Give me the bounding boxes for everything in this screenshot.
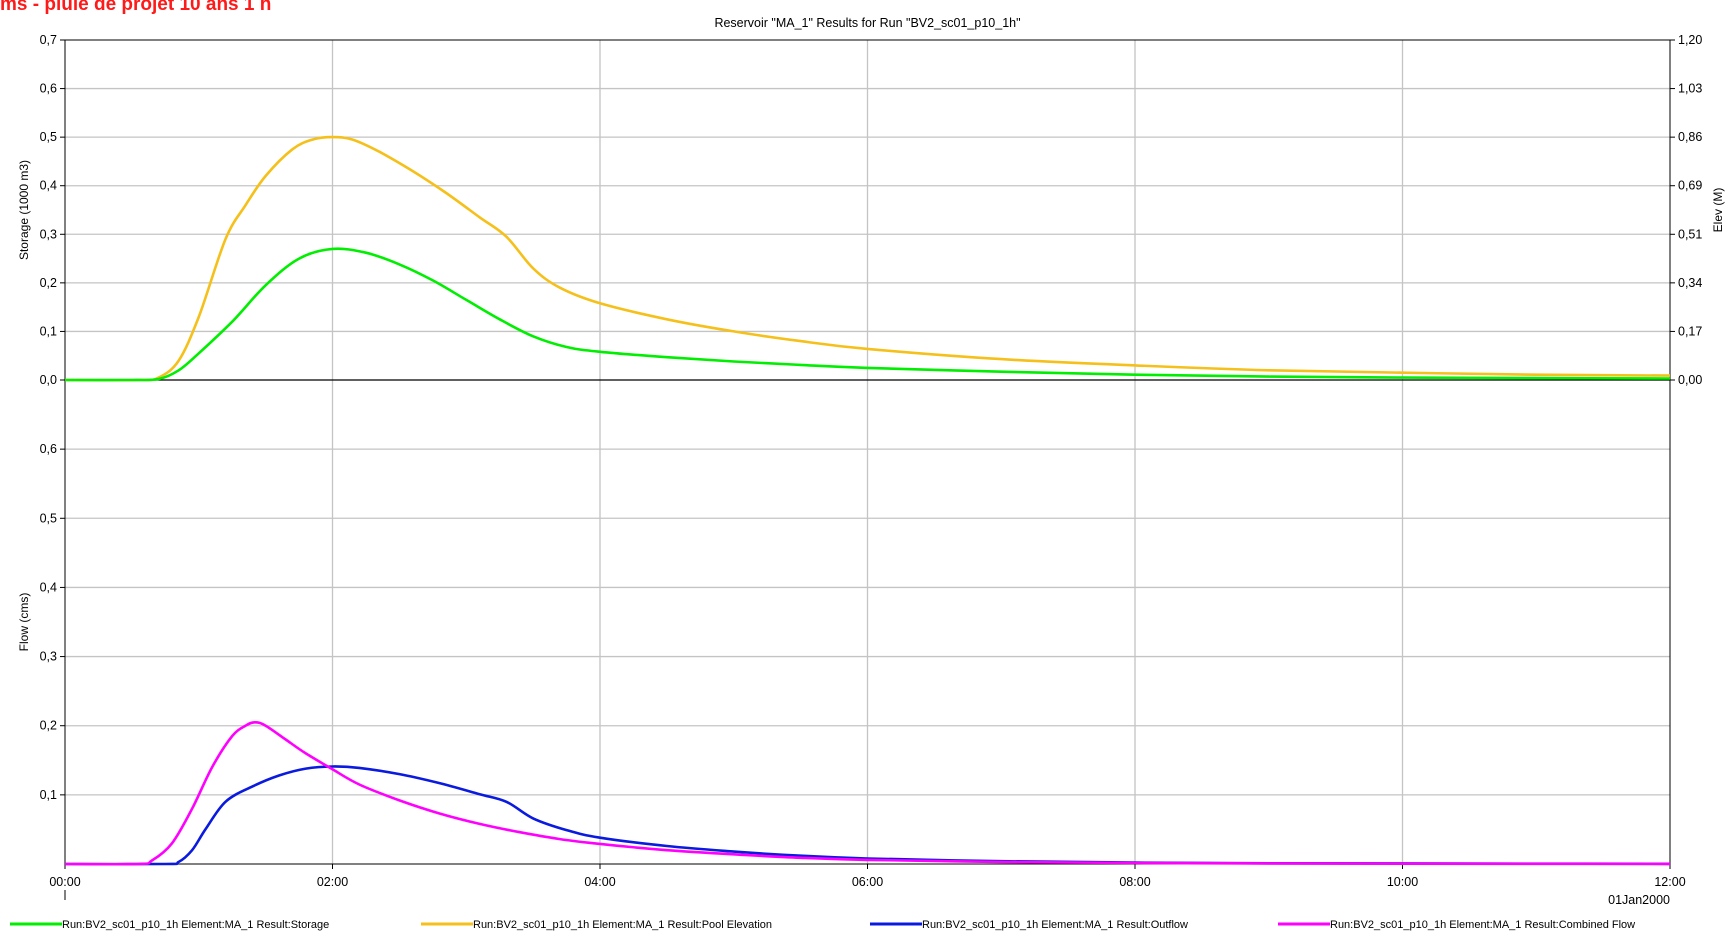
legend-entry: Run:BV2_sc01_p10_1h Element:MA_1 Result:… [473, 919, 772, 931]
y-tick-label: 0,0 [40, 373, 57, 387]
y-tick-label: 0,4 [40, 580, 57, 594]
y-right-tick-label: 0,86 [1678, 130, 1702, 144]
y-right-tick-label: 0,34 [1678, 276, 1702, 290]
y-tick-label: 0,7 [40, 33, 57, 47]
y-right-tick-label: 0,17 [1678, 324, 1702, 338]
y-tick-label: 0,2 [40, 276, 57, 290]
x-tick-label: 00:00 [49, 875, 80, 889]
y-tick-label: 0,4 [40, 179, 57, 193]
y-tick-label: 0,6 [40, 82, 57, 96]
y-tick-label: 0,6 [40, 442, 57, 456]
x-tick-label: 06:00 [852, 875, 883, 889]
y-tick-label: 0,5 [40, 511, 57, 525]
y-tick-label: 0,1 [40, 788, 57, 802]
x-date-label: 01Jan2000 [1608, 893, 1670, 907]
y-right-tick-label: 0,69 [1678, 179, 1702, 193]
legend-entry: Run:BV2_sc01_p10_1h Element:MA_1 Result:… [1330, 919, 1635, 931]
y-axis-title: Storage (1000 m3) [17, 160, 31, 260]
y-tick-label: 0,3 [40, 650, 57, 664]
x-tick-label: 04:00 [584, 875, 615, 889]
y-tick-label: 0,3 [40, 227, 57, 241]
y-tick-label: 0,2 [40, 719, 57, 733]
y-right-tick-label: 1,20 [1678, 33, 1702, 47]
y-right-tick-label: 0,51 [1678, 227, 1702, 241]
y-tick-label: 0,1 [40, 324, 57, 338]
x-tick-label: 08:00 [1119, 875, 1150, 889]
x-tick-label: 02:00 [317, 875, 348, 889]
y-tick-label: 0,5 [40, 130, 57, 144]
chart-title: Reservoir "MA_1" Results for Run "BV2_sc… [714, 16, 1020, 30]
legend-entry: Run:BV2_sc01_p10_1h Element:MA_1 Result:… [922, 919, 1188, 931]
x-tick-label: 12:00 [1654, 875, 1685, 889]
y-right-axis-title: Elev (M) [1711, 188, 1725, 233]
y-axis-title: Flow (cms) [17, 593, 31, 652]
x-tick-label: 10:00 [1387, 875, 1418, 889]
legend-entry: Run:BV2_sc01_p10_1h Element:MA_1 Result:… [62, 919, 329, 931]
y-right-tick-label: 0,00 [1678, 373, 1702, 387]
y-right-tick-label: 1,03 [1678, 82, 1702, 96]
